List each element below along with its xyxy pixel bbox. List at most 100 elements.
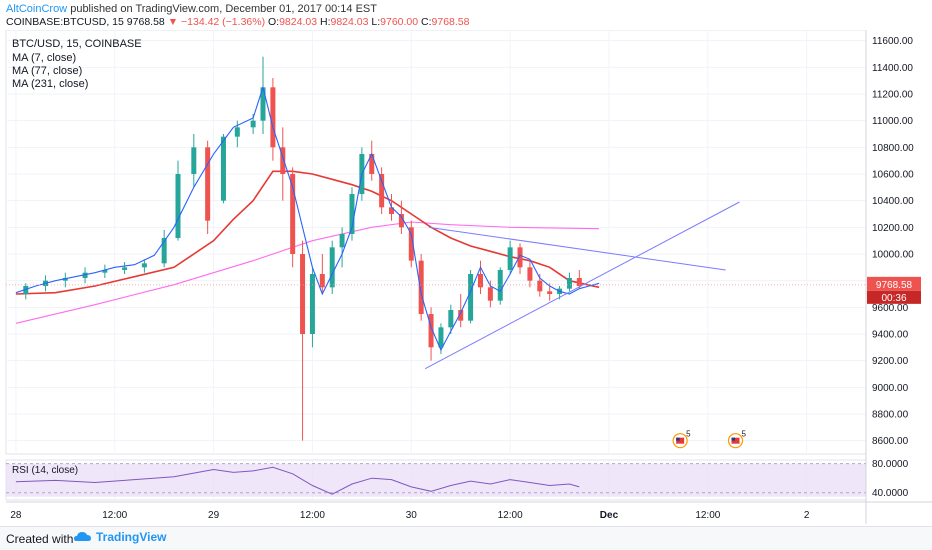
- low-label: L:: [371, 16, 381, 28]
- candle-body: [408, 227, 414, 261]
- candle-body: [175, 174, 181, 238]
- x-tick-label: 12:00: [695, 510, 720, 521]
- timer-badge-text: 00:36: [881, 293, 906, 304]
- candle-body: [537, 280, 543, 292]
- symbol-label: COINBASE:BTCUSD, 15: [6, 16, 124, 28]
- candle-body: [497, 270, 503, 301]
- candle-body: [234, 127, 240, 137]
- open-label: O:: [268, 16, 280, 28]
- chart-area[interactable]: 11600.00 11400.00 11200.00 11000.00 10800.00…: [0, 30, 932, 524]
- x-tick-label: Dec: [600, 510, 619, 521]
- y-tick-label: 8800.00: [872, 410, 909, 421]
- candle-body: [398, 214, 404, 228]
- publish-info: published on TradingView.com, December 0…: [70, 3, 377, 15]
- rsi-tick-label: 80.0000: [872, 459, 909, 470]
- x-tick-label: 12:00: [300, 510, 325, 521]
- candle-body: [319, 274, 325, 288]
- open-value: 9824.03: [279, 16, 318, 28]
- price-chart-svg[interactable]: 11600.00 11400.00 11200.00 11000.00 10800.00…: [0, 30, 932, 524]
- price-change: −134.42 (−1.36%): [181, 16, 266, 28]
- candle-body: [517, 247, 523, 268]
- candle-body: [487, 287, 493, 301]
- quote-line: COINBASE:BTCUSD, 15 9768.58 ▼ −134.42 (−…: [6, 16, 470, 28]
- candle-body: [339, 234, 345, 248]
- candle-body: [389, 207, 395, 214]
- close-value: 9768.58: [431, 16, 470, 28]
- y-tick-label: 10000.00: [872, 250, 914, 261]
- candle-body: [369, 154, 375, 174]
- tradingview-logo[interactable]: TradingView: [74, 530, 166, 544]
- main-pane-frame: [5, 30, 867, 455]
- last-price: 9768.58: [126, 16, 165, 28]
- candle-body: [102, 270, 108, 273]
- footer: Created with TradingView: [0, 526, 932, 550]
- candle-body: [290, 174, 296, 254]
- candle-body: [458, 310, 464, 321]
- publish-line: AltCoinCrow published on TradingView.com…: [6, 3, 377, 15]
- y-tick-label: 10800.00: [872, 143, 914, 154]
- candle-body: [205, 147, 211, 221]
- down-arrow-icon: ▼: [167, 16, 179, 28]
- x-tick-label: 30: [406, 510, 418, 521]
- candle-body: [379, 174, 385, 208]
- high-value: 9824.03: [330, 16, 369, 28]
- event-count: 5: [686, 430, 691, 439]
- candle-body: [329, 247, 335, 288]
- timer-badge: [867, 290, 921, 304]
- close-label: C:: [421, 16, 432, 28]
- y-tick-label: 9400.00: [872, 330, 909, 341]
- y-tick-label: 9000.00: [872, 383, 909, 394]
- legend-ma7[interactable]: MA (7, close): [12, 52, 77, 64]
- y-tick-label: 10400.00: [872, 196, 914, 207]
- y-tick-label: 10600.00: [872, 170, 914, 181]
- candle-body: [448, 310, 454, 328]
- tradingview-brand: TradingView: [96, 530, 167, 544]
- candle-body: [270, 87, 276, 148]
- rsi-tick-label: 40.0000: [872, 488, 909, 499]
- low-value: 9760.00: [380, 16, 419, 28]
- candle-body: [280, 147, 286, 174]
- x-tick-label: 12:00: [498, 510, 523, 521]
- legend-ma231[interactable]: MA (231, close): [12, 78, 89, 90]
- candle-body: [468, 274, 474, 321]
- flag-icon: [676, 437, 685, 444]
- price-badge: [867, 276, 921, 291]
- candle-body: [418, 260, 424, 314]
- rsi-band: [6, 463, 866, 497]
- x-tick-label: 29: [208, 510, 220, 521]
- y-tick-label: 11400.00: [872, 63, 913, 74]
- author-link[interactable]: AltCoinCrow: [6, 3, 68, 15]
- x-tick-label: 12:00: [102, 510, 127, 521]
- support-trendline: [424, 201, 740, 370]
- candle-body: [527, 267, 533, 281]
- candle-body: [300, 254, 306, 334]
- flag-canton: [731, 437, 736, 441]
- rsi-line: [15, 466, 580, 495]
- legend-title: BTC/USD, 15, COINBASE: [12, 38, 142, 50]
- candle-body: [141, 263, 147, 268]
- candle-body: [477, 274, 483, 288]
- legend-ma77[interactable]: MA (77, close): [12, 65, 83, 77]
- tradingview-cloud-icon: [74, 532, 91, 541]
- candle-body: [122, 267, 128, 270]
- candle-body: [250, 120, 256, 128]
- y-tick-label: 9200.00: [872, 356, 909, 367]
- y-tick-label: 10200.00: [872, 223, 914, 234]
- created-with-label: Created with: [6, 532, 74, 546]
- candle-body: [309, 274, 315, 334]
- candle-body: [576, 278, 582, 286]
- candle-body: [161, 238, 167, 264]
- chart-header: AltCoinCrow published on TradingView.com…: [0, 0, 932, 30]
- x-tick-label: 2: [804, 510, 810, 521]
- event-count: 5: [742, 430, 747, 439]
- y-tick-label: 11000.00: [872, 116, 913, 127]
- candle-body: [191, 147, 197, 174]
- flag-icon: [731, 437, 740, 444]
- candle-body: [220, 136, 226, 201]
- candle-body: [566, 278, 572, 289]
- candle-body: [260, 87, 266, 121]
- legend-rsi[interactable]: RSI (14, close): [12, 465, 79, 476]
- high-label: H:: [319, 16, 331, 28]
- flag-canton: [676, 437, 680, 441]
- candle-body: [547, 291, 553, 294]
